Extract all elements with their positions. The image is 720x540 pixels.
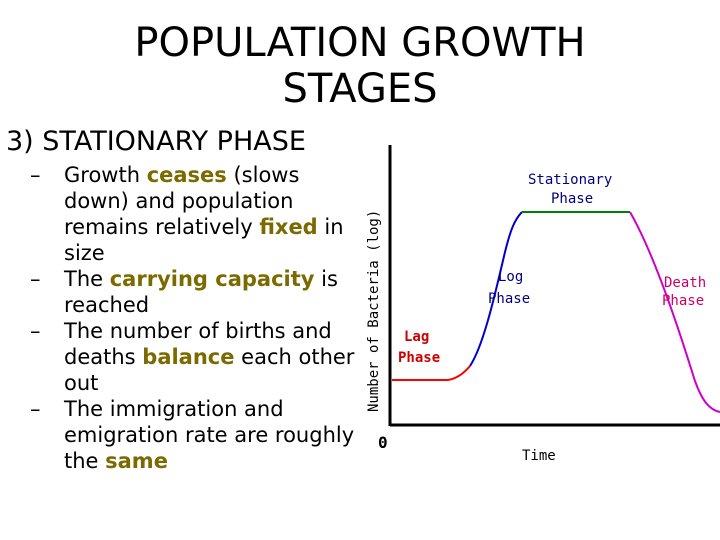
- bullet-item: – The carrying capacity is reached: [30, 266, 360, 318]
- bullet-item: – Growth ceases (slows down) and populati…: [30, 162, 360, 266]
- bullet-item: – The number of births and deaths balance…: [30, 318, 360, 396]
- bullet-text: The number of births and deaths: [64, 319, 332, 369]
- log-phase-label-line1: Log: [498, 269, 523, 285]
- lag-phase-curve: [392, 365, 471, 381]
- death-phase-curve: [629, 211, 720, 413]
- bullet-dash: –: [30, 267, 41, 291]
- log-phase-label-line2: Phase: [488, 291, 530, 307]
- bullet-text: The: [64, 267, 110, 291]
- keyword: same: [105, 449, 168, 473]
- growth-curve-chart: Number of Bacteria (log) 0 Time Lag Phas…: [366, 145, 720, 464]
- bullet-text: (slows down) and population remains rela…: [64, 163, 300, 239]
- log-phase-label: Log Phase: [488, 269, 532, 307]
- bullet-text: in size: [64, 215, 344, 265]
- lag-phase-label-line2: Phase: [398, 350, 440, 366]
- keyword: fixed: [259, 215, 318, 239]
- title-line-2: STAGES: [282, 66, 438, 112]
- lag-phase-label-line1: Lag: [404, 329, 429, 345]
- title-line-1: POPULATION GROWTH: [134, 20, 586, 66]
- bullet-text: The immigration and emigration rate are …: [64, 397, 355, 473]
- lag-phase-label: Lag Phase: [398, 329, 440, 366]
- death-phase-label: Death Phase: [662, 275, 715, 309]
- log-phase-curve: [469, 211, 523, 367]
- bullet-dash: –: [30, 319, 41, 343]
- y-axis-label: Number of Bacteria (log): [366, 210, 382, 412]
- section-heading: 3) STATIONARY PHASE: [6, 126, 306, 157]
- origin-label: 0: [378, 433, 388, 452]
- keyword: balance: [142, 345, 235, 369]
- stationary-phase-label-line1: Stationary: [528, 172, 612, 188]
- bullet-text: is reached: [64, 267, 338, 317]
- death-phase-label-line1: Death: [664, 275, 706, 291]
- bullet-dash: –: [30, 397, 41, 421]
- bullet-dash: –: [30, 163, 41, 187]
- stationary-phase-label: Stationary Phase: [528, 172, 621, 207]
- stationary-phase-label-line2: Phase: [551, 191, 593, 207]
- keyword: ceases: [146, 163, 227, 187]
- death-phase-label-line2: Phase: [662, 293, 704, 309]
- x-axis-label: Time: [522, 448, 556, 464]
- bullet-list: – Growth ceases (slows down) and populati…: [30, 162, 360, 474]
- bullet-text: each other out: [64, 345, 355, 395]
- keyword: carrying capacity: [109, 267, 315, 291]
- slide-title: POPULATION GROWTH STAGES: [0, 20, 720, 112]
- bullet-item: – The immigration and emigration rate are…: [30, 396, 360, 474]
- bullet-text: Growth: [64, 163, 147, 187]
